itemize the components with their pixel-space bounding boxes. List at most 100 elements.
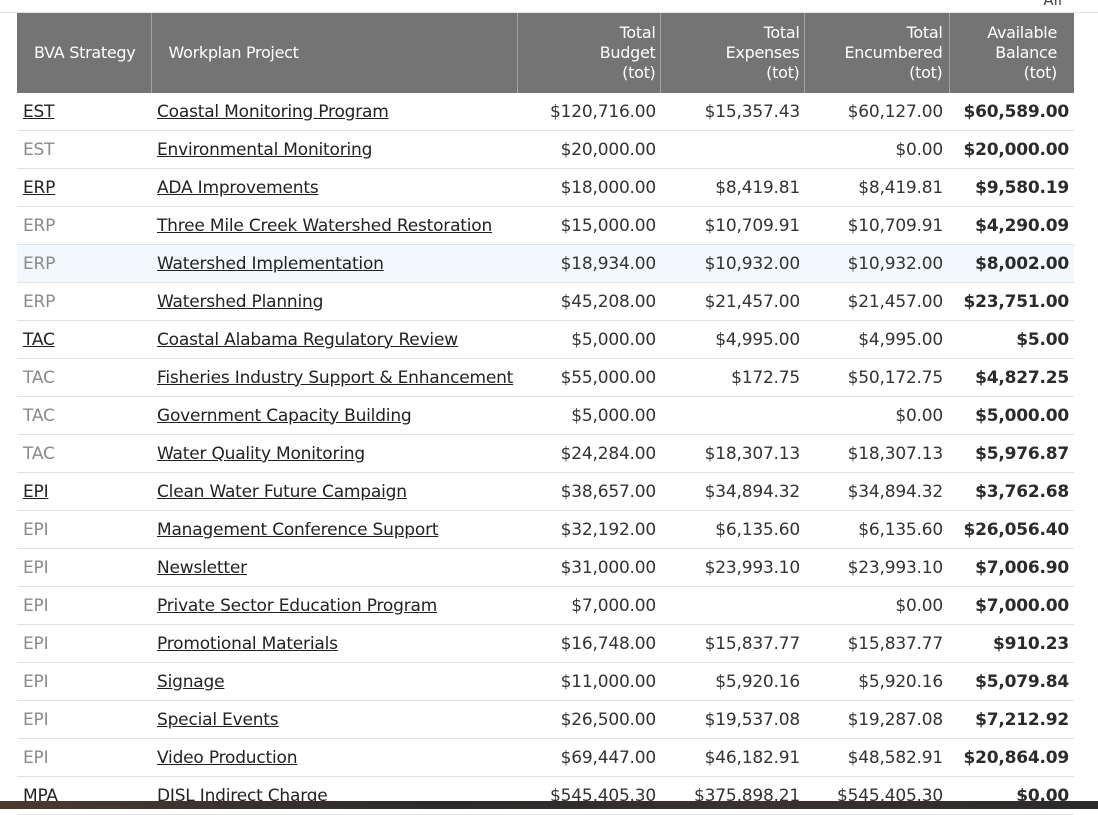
column-header-available-balance[interactable]: Available Balance (tot) — [949, 13, 1074, 93]
taskbar-strip — [0, 801, 1098, 809]
total-encumbered-cell: $10,709.91 — [804, 206, 949, 245]
total-expenses-cell: $34,894.32 — [660, 472, 804, 511]
project-link[interactable]: Clean Water Future Campaign — [151, 472, 517, 511]
total-encumbered-cell: $0.00 — [804, 130, 949, 169]
table-row: EPI Signage $11,000.00 $5,920.16 $5,920.16 $5… — [17, 662, 1074, 701]
column-header-total-budget[interactable]: Total Budget (tot) — [517, 13, 661, 93]
table-row: TAC Coastal Alabama Regulatory Review $5,0… — [17, 320, 1074, 359]
strategy-cell[interactable]: TAC — [17, 320, 151, 359]
total-encumbered-cell: $6,135.60 — [804, 510, 949, 549]
total-encumbered-cell: $0.00 — [804, 586, 949, 625]
available-balance-cell: $7,212.92 — [949, 700, 1074, 739]
total-expenses-cell — [660, 586, 804, 625]
total-encumbered-cell: $34,894.32 — [804, 472, 949, 511]
table-row: EPI Promotional Materials $16,748.00 $15,83… — [17, 624, 1074, 663]
available-balance-cell: $20,000.00 — [949, 130, 1074, 169]
total-encumbered-cell: $5,920.16 — [804, 662, 949, 701]
total-budget-cell: $5,000.00 — [517, 320, 660, 359]
strategy-cell: TAC — [17, 434, 151, 473]
available-balance-cell: $5,000.00 — [949, 396, 1074, 435]
total-budget-cell: $16,748.00 — [517, 624, 660, 663]
project-link[interactable]: Signage — [151, 662, 517, 701]
available-balance-cell: $8,002.00 — [949, 244, 1074, 283]
total-budget-cell: $69,447.00 — [517, 738, 660, 777]
strategy-cell[interactable]: EPI — [17, 472, 151, 511]
total-expenses-cell: $10,932.00 — [660, 244, 804, 283]
available-balance-cell: $4,827.25 — [949, 358, 1074, 397]
strategy-cell[interactable]: EST — [17, 93, 151, 131]
project-link[interactable]: Government Capacity Building — [151, 396, 517, 435]
project-link[interactable]: Coastal Alabama Regulatory Review — [151, 320, 517, 359]
total-budget-cell: $11,000.00 — [517, 662, 660, 701]
total-budget-cell: $18,934.00 — [517, 244, 660, 283]
table-row: ERP Watershed Implementation $18,934.00 $10… — [17, 244, 1074, 283]
table-row: EPI Management Conference Support $32,192.… — [17, 510, 1074, 549]
table-row: TAC Government Capacity Building $5,000.00… — [17, 396, 1074, 435]
table-body: EST Coastal Monitoring Program $120,716.00… — [17, 93, 1074, 815]
total-budget-cell: $20,000.00 — [517, 130, 660, 169]
total-encumbered-cell: $23,993.10 — [804, 548, 949, 587]
total-encumbered-cell: $19,287.08 — [804, 700, 949, 739]
total-expenses-cell: $5,920.16 — [660, 662, 804, 701]
project-link[interactable]: Three Mile Creek Watershed Restoration — [151, 206, 517, 245]
table-row: ERP Watershed Planning $45,208.00 $21,457.0… — [17, 282, 1074, 321]
strategy-cell: EPI — [17, 586, 151, 625]
project-link[interactable]: Special Events — [151, 700, 517, 739]
column-header-total-expenses[interactable]: Total Expenses (tot) — [660, 13, 805, 93]
table-row: TAC Fisheries Industry Support & Enhancem… — [17, 358, 1074, 397]
available-balance-cell: $26,056.40 — [949, 510, 1074, 549]
total-expenses-cell: $6,135.60 — [660, 510, 804, 549]
strategy-cell: EPI — [17, 662, 151, 701]
table-row: ERP ADA Improvements $18,000.00 $8,419.81 $8… — [17, 168, 1074, 207]
total-expenses-cell: $8,419.81 — [660, 168, 804, 207]
strategy-cell: ERP — [17, 206, 151, 245]
total-budget-cell: $32,192.00 — [517, 510, 660, 549]
total-encumbered-cell: $21,457.00 — [804, 282, 949, 321]
table-row: EPI Private Sector Education Program $7,00… — [17, 586, 1074, 625]
project-link[interactable]: Promotional Materials — [151, 624, 517, 663]
total-expenses-cell: $21,457.00 — [660, 282, 804, 321]
available-balance-cell: $3,762.68 — [949, 472, 1074, 511]
project-link[interactable]: Fisheries Industry Support & Enhancement — [151, 358, 517, 397]
total-encumbered-cell: $50,172.75 — [804, 358, 949, 397]
column-header-total-encumbered[interactable]: Total Encumbered (tot) — [804, 13, 950, 93]
project-link[interactable]: Coastal Monitoring Program — [151, 93, 517, 131]
total-expenses-cell: $23,993.10 — [660, 548, 804, 587]
total-expenses-cell: $15,357.43 — [660, 93, 804, 131]
total-budget-cell: $31,000.00 — [517, 548, 660, 587]
total-expenses-cell: $15,837.77 — [660, 624, 804, 663]
total-expenses-cell: $18,307.13 — [660, 434, 804, 473]
project-link[interactable]: Private Sector Education Program — [151, 586, 517, 625]
project-link[interactable]: Watershed Implementation — [151, 244, 517, 283]
table-row: EST Coastal Monitoring Program $120,716.00… — [17, 93, 1074, 131]
total-encumbered-cell: $10,932.00 — [804, 244, 949, 283]
table-row: EPI Video Production $69,447.00 $46,182.91 $… — [17, 738, 1074, 777]
available-balance-cell: $5,976.87 — [949, 434, 1074, 473]
total-encumbered-cell: $8,419.81 — [804, 168, 949, 207]
total-encumbered-cell: $18,307.13 — [804, 434, 949, 473]
column-header-project[interactable]: Workplan Project — [151, 13, 518, 93]
total-expenses-cell: $172.75 — [660, 358, 804, 397]
total-budget-cell: $5,000.00 — [517, 396, 660, 435]
project-link[interactable]: Water Quality Monitoring — [151, 434, 517, 473]
project-link[interactable]: Newsletter — [151, 548, 517, 587]
project-link[interactable]: ADA Improvements — [151, 168, 517, 207]
column-header-strategy[interactable]: BVA Strategy — [17, 13, 152, 93]
strategy-cell: EPI — [17, 624, 151, 663]
project-link[interactable]: Management Conference Support — [151, 510, 517, 549]
total-budget-cell: $26,500.00 — [517, 700, 660, 739]
strategy-cell: ERP — [17, 244, 151, 283]
filter-all-link[interactable]: All — [1043, 0, 1062, 9]
available-balance-cell: $7,000.00 — [949, 586, 1074, 625]
project-link[interactable]: Video Production — [151, 738, 517, 777]
available-balance-cell: $60,589.00 — [949, 93, 1074, 131]
project-link[interactable]: Environmental Monitoring — [151, 130, 517, 169]
project-link[interactable]: Watershed Planning — [151, 282, 517, 321]
top-bar — [0, 0, 1098, 13]
total-budget-cell: $45,208.00 — [517, 282, 660, 321]
strategy-cell[interactable]: ERP — [17, 168, 151, 207]
top-divider — [0, 12, 1098, 13]
total-budget-cell: $24,284.00 — [517, 434, 660, 473]
strategy-cell: EPI — [17, 510, 151, 549]
table-row: EPI Special Events $26,500.00 $19,537.08 $19… — [17, 700, 1074, 739]
